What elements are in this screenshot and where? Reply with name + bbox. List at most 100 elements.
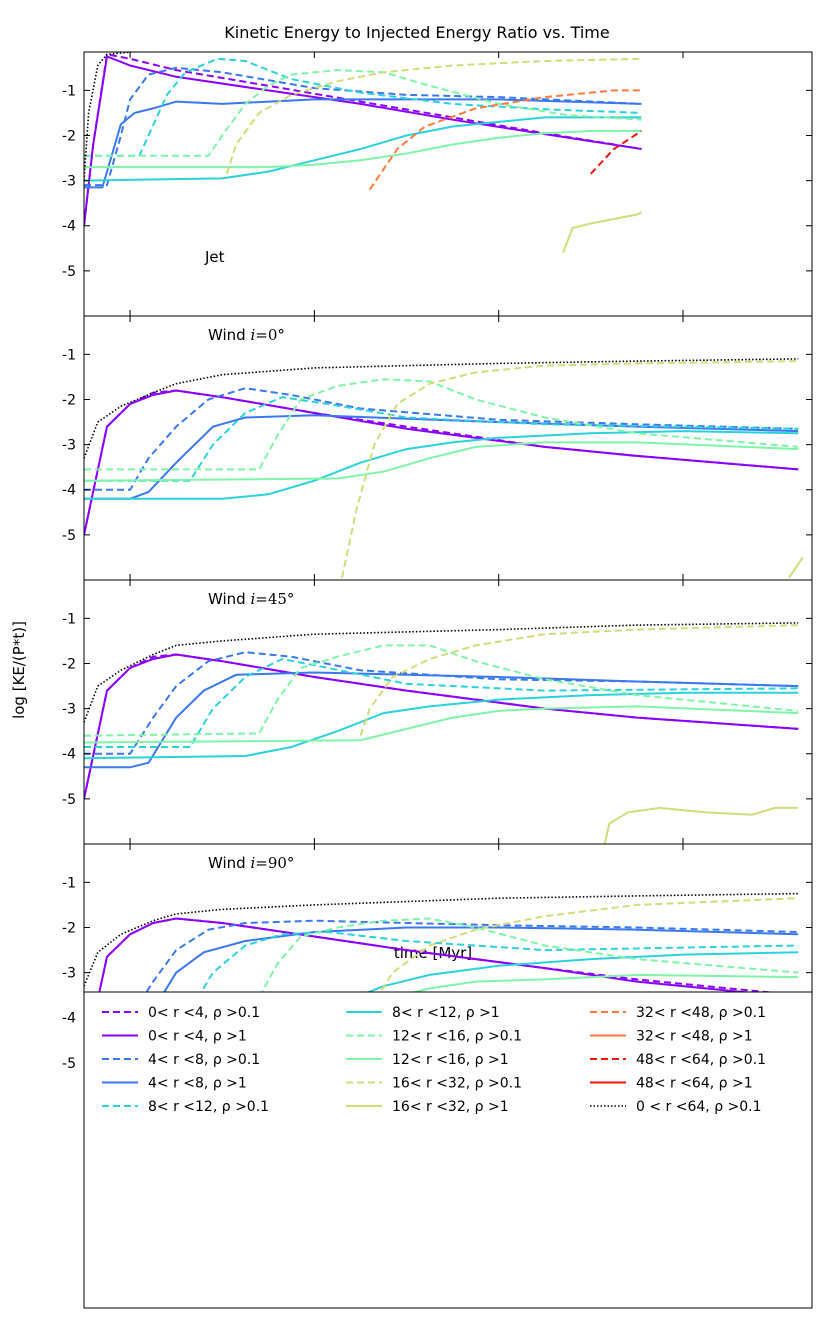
legend-label: 0< r <4, ρ >1 bbox=[148, 1029, 247, 1045]
series-line bbox=[84, 389, 799, 536]
series-line bbox=[84, 430, 799, 500]
series-line bbox=[84, 919, 799, 1019]
panel-2: -5 -4 -3 -2 -1 Wind i=0° bbox=[62, 315, 813, 581]
legend-entry: 4< r <8, ρ >0.1 bbox=[102, 1052, 260, 1068]
y-tick-label: -4 bbox=[62, 747, 76, 763]
legend-label: 0 < r <64, ρ >0.1 bbox=[636, 1099, 762, 1115]
legend-entry: 48< r <64, ρ >0.1 bbox=[590, 1052, 766, 1068]
legend-entry: 0< r <4, ρ >1 bbox=[102, 1029, 247, 1045]
legend-entry: 8< r <12, ρ >0.1 bbox=[102, 1099, 269, 1115]
series-line bbox=[84, 691, 799, 760]
series-line bbox=[84, 705, 799, 744]
series-line bbox=[359, 624, 799, 737]
y-tick-label: -3 bbox=[62, 966, 76, 982]
series-line bbox=[84, 644, 799, 737]
legend-entry: 32< r <48, ρ >1 bbox=[590, 1029, 753, 1045]
y-tick-label: -4 bbox=[62, 1011, 76, 1027]
y-tick-label: -2 bbox=[62, 656, 76, 672]
legend: 0< r <4, ρ >0.1 0< r <4, ρ >1 4< r <8, ρ >… bbox=[83, 991, 813, 1309]
series-line bbox=[84, 930, 799, 1012]
series-line bbox=[603, 806, 799, 844]
series-line bbox=[84, 671, 799, 769]
panel-annotation: Jet bbox=[204, 248, 225, 266]
panels: -5 -4 -3 -2 -1 Jet -5 -4 -3 -2 -1 Wind i=0° -5 -4 -3 -2… bbox=[62, 51, 813, 1131]
y-tick-label: -4 bbox=[62, 483, 76, 499]
y-tick-label: -5 bbox=[62, 1056, 76, 1072]
panel-2-series bbox=[84, 358, 804, 579]
legend-label: 48< r <64, ρ >0.1 bbox=[636, 1052, 766, 1068]
panel-annotation: Wind i=0° bbox=[208, 326, 285, 344]
series-line bbox=[84, 116, 642, 182]
legend-entry: 8< r <12, ρ >1 bbox=[346, 1005, 500, 1021]
series-line bbox=[84, 389, 799, 536]
series-line bbox=[84, 55, 642, 226]
panel-frame bbox=[83, 579, 813, 845]
legend-frame bbox=[83, 991, 813, 1309]
legend-label: 32< r <48, ρ >0.1 bbox=[636, 1005, 766, 1021]
legend-entry: 48< r <64, ρ >1 bbox=[590, 1076, 753, 1092]
legend-entry: 4< r <8, ρ >1 bbox=[102, 1076, 247, 1092]
y-tick-label: -5 bbox=[62, 264, 76, 280]
y-tick-label: -5 bbox=[62, 792, 76, 808]
series-line bbox=[562, 211, 642, 254]
series-line bbox=[84, 66, 642, 187]
series-line bbox=[788, 556, 804, 579]
series-line bbox=[84, 653, 799, 800]
legend-label: 48< r <64, ρ >1 bbox=[636, 1076, 753, 1092]
y-tick-label: -1 bbox=[62, 875, 76, 891]
panel-1-series bbox=[84, 52, 643, 254]
chart-title: Kinetic Energy to Injected Energy Ratio … bbox=[224, 23, 609, 42]
legend-entry: 0< r <4, ρ >0.1 bbox=[102, 1005, 260, 1021]
series-line bbox=[84, 69, 642, 157]
legend-label: 4< r <8, ρ >1 bbox=[148, 1076, 247, 1092]
legend-entry: 0 < r <64, ρ >0.1 bbox=[590, 1099, 762, 1115]
panel-3-series bbox=[84, 622, 799, 844]
legend-entry: 12< r <16, ρ >1 bbox=[346, 1052, 509, 1068]
series-line bbox=[84, 651, 799, 755]
y-tick-label: -3 bbox=[62, 438, 76, 454]
panel-annotation: Wind i=45° bbox=[208, 590, 294, 608]
y-tick-label: -4 bbox=[62, 219, 76, 235]
panel-3: -5 -4 -3 -2 -1 Wind i=45° bbox=[62, 579, 813, 845]
y-tick-label: -3 bbox=[62, 174, 76, 190]
y-axis-label: log [KE/(P*t)] bbox=[10, 621, 28, 719]
legend-label: 32< r <48, ρ >1 bbox=[636, 1029, 753, 1045]
legend-label: 16< r <32, ρ >0.1 bbox=[392, 1076, 522, 1092]
y-tick-label: -2 bbox=[62, 392, 76, 408]
series-line bbox=[84, 378, 799, 471]
series-line bbox=[84, 917, 799, 999]
y-tick-label: -1 bbox=[62, 347, 76, 363]
legend-label: 4< r <8, ρ >0.1 bbox=[148, 1052, 260, 1068]
y-tick-label: -2 bbox=[62, 128, 76, 144]
legend-label: 12< r <16, ρ >1 bbox=[392, 1052, 509, 1068]
series-line bbox=[341, 360, 799, 578]
series-line bbox=[84, 622, 799, 723]
legend-label: 12< r <16, ρ >0.1 bbox=[392, 1029, 522, 1045]
series-line bbox=[84, 892, 799, 987]
y-tick-label: -5 bbox=[62, 528, 76, 544]
y-tick-label: -1 bbox=[62, 83, 76, 99]
series-line bbox=[84, 53, 642, 226]
panel-frame bbox=[83, 315, 813, 581]
series-line bbox=[84, 396, 799, 482]
y-tick-label: -2 bbox=[62, 920, 76, 936]
series-line bbox=[84, 98, 642, 189]
y-tick-label: -1 bbox=[62, 611, 76, 627]
legend-label: 8< r <12, ρ >0.1 bbox=[148, 1099, 269, 1115]
legend-entry: 16< r <32, ρ >1 bbox=[346, 1099, 509, 1115]
series-line bbox=[84, 387, 799, 491]
y-tick-label: -3 bbox=[62, 702, 76, 718]
series-line bbox=[368, 89, 642, 191]
panel-1: -5 -4 -3 -2 -1 Jet bbox=[62, 51, 813, 317]
series-line bbox=[84, 657, 799, 748]
legend-label: 16< r <32, ρ >1 bbox=[392, 1099, 509, 1115]
series-line bbox=[84, 57, 642, 157]
series-line bbox=[590, 130, 643, 175]
series-line bbox=[225, 57, 642, 175]
series-line bbox=[84, 130, 642, 169]
legend-entry: 32< r <48, ρ >0.1 bbox=[590, 1005, 766, 1021]
series-line bbox=[84, 358, 799, 459]
legend-label: 8< r <12, ρ >1 bbox=[392, 1005, 500, 1021]
series-line bbox=[84, 917, 799, 1064]
